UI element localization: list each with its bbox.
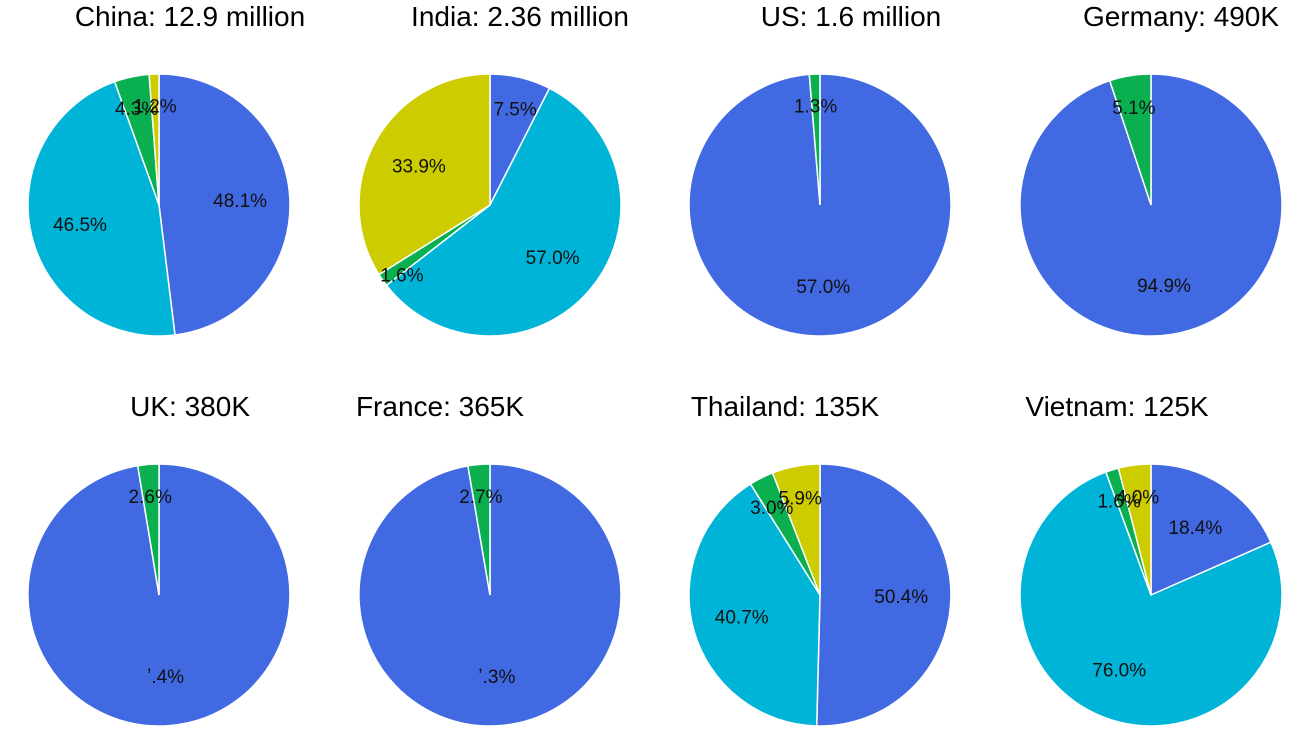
- pie-label-china-3: 1.2%: [133, 97, 176, 118]
- pie-label-us-0: 57.0%: [796, 277, 850, 298]
- pie-label-thailand-2: 3.0%: [750, 498, 793, 519]
- pie-label-vietnam-0: 18.4%: [1168, 518, 1222, 539]
- pie-slice-india-3: [358, 73, 491, 276]
- pie-slice-france-1: [467, 463, 491, 596]
- pie-label-france-0: ʼ.3%: [478, 667, 515, 688]
- pie-label-china-0: 48.1%: [213, 191, 267, 212]
- pie-title-china: China: 12.9 million: [74, 1, 306, 32]
- pie-label-china-1: 46.5%: [53, 215, 107, 236]
- pie-title-thailand: Thailand: 135K: [690, 391, 880, 422]
- pie-label-thailand-1: 40.7%: [715, 607, 769, 628]
- pie-slice-germany-1: [1108, 73, 1152, 206]
- pie-title-us: US: 1.6 million: [760, 1, 942, 32]
- pie-slice-us-1: [808, 73, 821, 206]
- pie-label-india-3: 33.9%: [392, 157, 446, 178]
- pie-label-vietnam-3: 4.0%: [1116, 487, 1159, 508]
- pie-label-india-2: 1.6%: [380, 266, 423, 287]
- pie-label-us-1: 1.3%: [794, 97, 837, 118]
- pie-label-vietnam-1: 76.0%: [1092, 661, 1146, 682]
- pie-label-thailand-0: 50.4%: [874, 587, 928, 608]
- pie-slice-vietnam-0: [1150, 463, 1272, 597]
- pie-slice-china-0: [158, 73, 291, 336]
- pie-title-uk: UK: 380K: [130, 391, 250, 422]
- pie-slice-india-1: [385, 87, 622, 337]
- pie-label-germany-0: 94.9%: [1137, 276, 1191, 297]
- pie-slice-vietnam-3: [1117, 463, 1152, 596]
- pie-title-vietnam: Vietnam: 125K: [1025, 391, 1209, 422]
- pie-label-france-1: 2.7%: [459, 487, 502, 508]
- pie-title-india: India: 2.36 million: [411, 1, 629, 32]
- pie-slice-uk-0: [27, 463, 291, 727]
- pie-label-germany-1: 5.1%: [1112, 98, 1155, 119]
- pie-label-uk-1: 2.6%: [129, 487, 172, 508]
- pie-label-uk-0: ʼ.4%: [147, 667, 184, 688]
- pie-label-thailand-3: 5.9%: [779, 488, 822, 509]
- pie-title-germany: Germany: 490K: [1082, 1, 1280, 32]
- pie-slice-uk-1: [136, 463, 160, 596]
- pie-slice-china-3: [148, 73, 160, 206]
- pie-label-china-2: 4.3%: [115, 99, 158, 120]
- pie-title-france: France: 365K: [355, 391, 525, 422]
- pie-label-india-1: 57.0%: [526, 248, 580, 269]
- pie-label-vietnam-2: 1.6%: [1097, 491, 1140, 512]
- pie-label-india-0: 7.5%: [493, 100, 536, 121]
- pie-slice-vietnam-1: [1019, 471, 1283, 727]
- pie-slice-china-1: [27, 80, 176, 337]
- pie-slice-thailand-1: [688, 482, 821, 727]
- pie-slice-thailand-0: [815, 463, 952, 727]
- pie-slice-thailand-3: [771, 463, 821, 596]
